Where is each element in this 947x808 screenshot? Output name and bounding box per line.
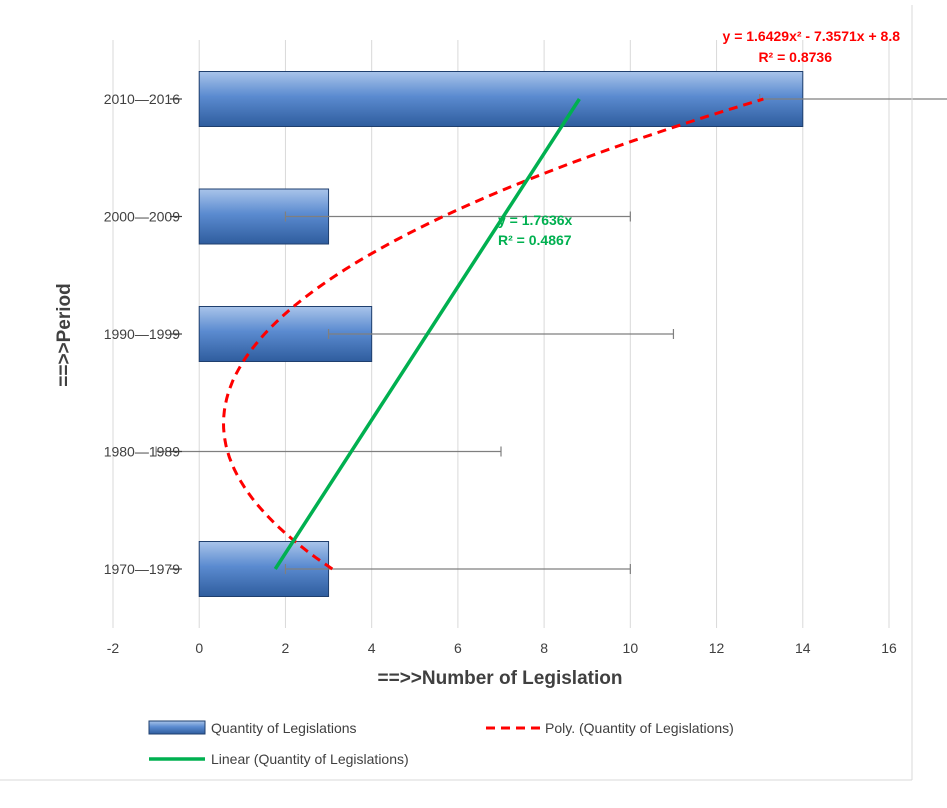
y-tick-label-3: 2000—2009	[104, 209, 181, 225]
x-tick-label-6: 10	[623, 640, 639, 656]
poly-r2: R² = 0.8736	[758, 49, 832, 65]
x-tick-label-8: 14	[795, 640, 811, 656]
x-tick-label-1: 0	[195, 640, 203, 656]
x-tick-label-4: 6	[454, 640, 462, 656]
bar-4	[198, 71, 804, 127]
legend-swatch-bars	[148, 720, 206, 735]
legend-label-bars: Quantity of Legislations	[211, 720, 357, 736]
error-bars	[155, 94, 947, 574]
x-tick-labels: -2 0 2 4 6 8 10 12 14 16	[107, 640, 897, 656]
trendlines	[221, 97, 764, 571]
x-tick-label-3: 4	[368, 640, 376, 656]
x-tick-label-2: 2	[282, 640, 290, 656]
linear-equation: y = 1.7636x	[498, 212, 573, 228]
legend: Quantity of Legislations Poly. (Quantity …	[0, 5, 913, 781]
y-tick-labels: 1970—1979 1980—1989 1990—1999 2000—2009 2010…	[104, 91, 182, 577]
x-tick-label-5: 8	[540, 640, 548, 656]
y-tick-label-2: 1990—1999	[104, 326, 181, 342]
x-tick-label-9: 16	[881, 640, 897, 656]
y-tick-label-0: 1970—1979	[104, 561, 181, 577]
poly-trendline	[221, 97, 764, 571]
poly-equation: y = 1.6429x² - 7.3571x + 8.8	[723, 28, 901, 44]
x-axis-title: ==>>Number of Legislation	[378, 668, 623, 689]
chart-labels: ==>>Number of Legislation ==>>Period y = 1…	[54, 28, 900, 689]
y-axis-title: ==>>Period	[54, 283, 75, 387]
linear-r2: R² = 0.4867	[498, 232, 572, 248]
y-tick-label-1: 1980—1989	[104, 444, 181, 460]
x-tick-label-7: 12	[709, 640, 725, 656]
legend-label-linear: Linear (Quantity of Legislations)	[211, 751, 409, 767]
legend-label-poly: Poly. (Quantity of Legislations)	[545, 720, 734, 736]
linear-trendline	[273, 98, 581, 570]
x-tick-label-0: -2	[107, 640, 120, 656]
y-tick-label-4: 2010—2016	[104, 91, 181, 107]
